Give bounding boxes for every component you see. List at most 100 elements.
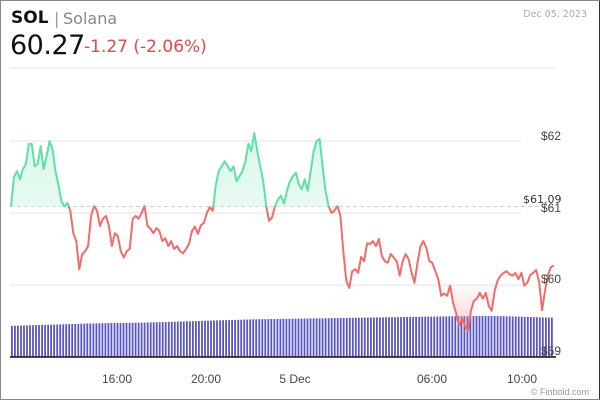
volume-bar <box>283 319 285 357</box>
volume-bar <box>391 317 393 357</box>
x-tick-1600: 16:00 <box>102 372 132 386</box>
volume-bar <box>156 322 158 357</box>
volume-bar <box>144 323 146 357</box>
volume-bar <box>367 318 369 357</box>
volume-bar <box>174 322 176 357</box>
volume-bar <box>41 325 43 357</box>
volume-bar <box>225 320 227 357</box>
volume-bar <box>56 325 58 358</box>
volume-bar <box>301 319 303 357</box>
volume-bar <box>403 317 405 357</box>
volume-bar <box>424 317 426 357</box>
volume-bar <box>198 321 200 357</box>
volume-bar <box>512 316 514 357</box>
volume-bar <box>479 316 481 357</box>
volume-bar <box>388 317 390 357</box>
volume-bar <box>343 318 345 357</box>
volume-bar <box>177 322 179 357</box>
volume-bar <box>454 316 456 357</box>
volume-bar <box>500 316 502 357</box>
volume-bar <box>261 319 263 357</box>
price-line-down <box>145 207 214 254</box>
volume-bar <box>373 318 375 358</box>
price-line-down <box>266 207 275 221</box>
volume-bar <box>355 318 357 357</box>
volume-bar <box>89 324 91 358</box>
volume-bar <box>74 324 76 357</box>
volume-bar <box>427 317 429 357</box>
volume-bar <box>252 319 254 357</box>
volume-bar <box>358 318 360 357</box>
volume-bar <box>313 318 315 357</box>
volume-bar <box>59 324 61 357</box>
volume-bar <box>370 318 372 358</box>
volume-bar <box>497 316 499 357</box>
volume-bar <box>376 317 378 357</box>
volume-bar <box>65 324 67 357</box>
volume-bar <box>120 323 122 357</box>
volume-bar <box>439 317 441 358</box>
volume-bar <box>379 317 381 357</box>
price-line-down <box>329 207 337 214</box>
volume-bar <box>50 325 52 357</box>
volume-bar <box>536 317 538 357</box>
volume-bar <box>258 319 260 357</box>
volume-bar <box>135 323 137 357</box>
volume-bar <box>80 324 82 357</box>
volume-bar <box>412 317 414 357</box>
volume-bar <box>292 319 294 357</box>
volume-bar <box>105 323 107 357</box>
volume-bar <box>183 321 185 357</box>
volume-bar <box>385 317 387 357</box>
volume-bar <box>180 322 182 358</box>
volume-bar <box>192 321 194 357</box>
volume-bar <box>273 319 275 357</box>
volume-bar <box>325 318 327 357</box>
volume-bar <box>102 323 104 357</box>
volume-bar <box>264 319 266 357</box>
volume-bar <box>204 321 206 357</box>
volume-bar <box>482 316 484 357</box>
volume-bar <box>340 318 342 357</box>
volume-bar <box>11 326 13 357</box>
volume-bar <box>346 318 348 357</box>
volume-bar <box>68 324 70 357</box>
volume-bar <box>394 317 396 357</box>
volume-bar <box>171 322 173 357</box>
volume-bar <box>476 316 478 357</box>
volume-bar <box>23 326 25 358</box>
x-tick-2000: 20:00 <box>191 372 221 386</box>
volume-bar <box>270 319 272 357</box>
volume-bar <box>219 320 221 357</box>
volume-bar <box>506 316 508 357</box>
volume-bar <box>86 324 88 358</box>
volume-bar <box>29 325 31 357</box>
y-tick-62: $62 <box>541 129 561 143</box>
volume-bar <box>99 323 101 357</box>
volume-bar <box>222 320 224 357</box>
volume-bar <box>319 318 321 357</box>
volume-bar <box>361 318 363 357</box>
volume-bar <box>436 317 438 358</box>
volume-bar <box>108 323 110 357</box>
volume-bar <box>337 318 339 357</box>
volume-bar <box>448 316 450 357</box>
volume-bar <box>304 319 306 358</box>
volume-bar <box>150 322 152 357</box>
volume-bar <box>491 316 493 357</box>
volume-bar <box>71 324 73 357</box>
volume-bar <box>524 317 526 357</box>
volume-bar <box>249 319 251 357</box>
volume-bar <box>26 325 28 357</box>
volume-bar <box>47 325 49 357</box>
volume-bar <box>195 321 197 357</box>
volume-bar <box>117 323 119 357</box>
volume-bar <box>277 319 279 357</box>
volume-bar <box>322 318 324 357</box>
volume-bar <box>397 317 399 357</box>
volume-bar <box>267 319 269 357</box>
volume-bar <box>216 320 218 357</box>
volume-bar <box>213 321 215 358</box>
